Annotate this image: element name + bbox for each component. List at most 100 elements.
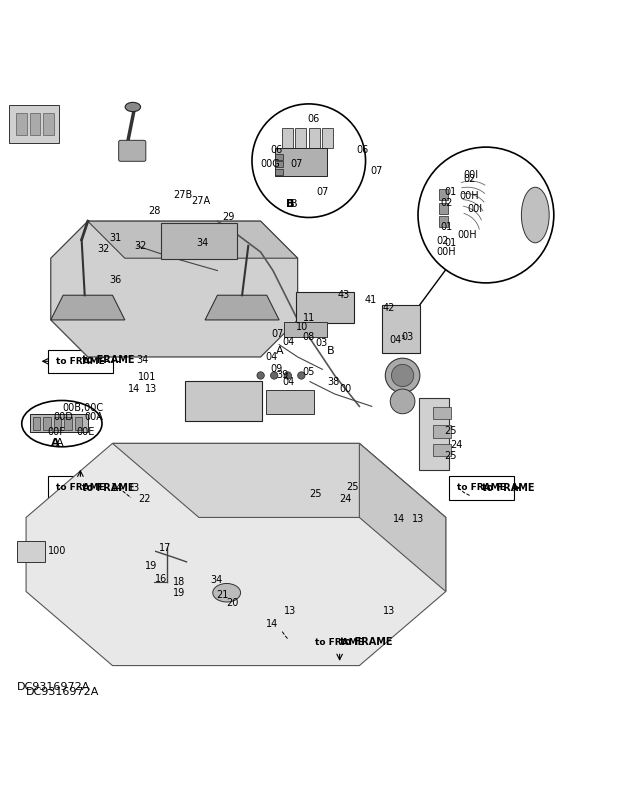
Text: 02: 02 [441, 198, 453, 208]
Polygon shape [360, 444, 446, 592]
Polygon shape [26, 444, 446, 666]
Polygon shape [112, 444, 446, 518]
Text: 02: 02 [436, 236, 449, 246]
Text: 13: 13 [412, 514, 424, 524]
Text: A: A [51, 438, 60, 448]
Text: to FRAME: to FRAME [82, 483, 134, 492]
Text: 03: 03 [401, 333, 414, 342]
Text: 24: 24 [451, 440, 463, 450]
Text: to FRAME: to FRAME [340, 637, 392, 647]
Text: 14: 14 [111, 483, 123, 492]
Polygon shape [51, 221, 298, 357]
FancyBboxPatch shape [439, 216, 448, 228]
FancyBboxPatch shape [48, 476, 113, 500]
FancyBboxPatch shape [433, 407, 451, 419]
Text: 31: 31 [109, 232, 122, 243]
Ellipse shape [22, 400, 102, 447]
Text: 06: 06 [307, 114, 319, 125]
Text: 00I: 00I [463, 170, 478, 180]
Text: 34: 34 [196, 238, 208, 247]
Text: 41: 41 [365, 295, 376, 305]
Text: 00H: 00H [457, 230, 477, 240]
FancyBboxPatch shape [439, 189, 448, 200]
Ellipse shape [213, 583, 241, 602]
FancyBboxPatch shape [64, 418, 72, 429]
FancyBboxPatch shape [275, 147, 327, 177]
Text: B: B [290, 199, 298, 209]
Text: 06: 06 [356, 145, 368, 155]
Text: 25: 25 [309, 489, 321, 499]
FancyBboxPatch shape [322, 128, 334, 147]
FancyBboxPatch shape [161, 223, 237, 259]
Polygon shape [88, 221, 298, 258]
Text: 00: 00 [340, 384, 352, 394]
FancyBboxPatch shape [30, 113, 40, 136]
FancyBboxPatch shape [48, 350, 113, 373]
Text: 42: 42 [383, 303, 395, 313]
Text: 100: 100 [48, 546, 66, 556]
FancyBboxPatch shape [449, 476, 514, 500]
Circle shape [252, 104, 366, 217]
Text: 11: 11 [303, 313, 315, 323]
Circle shape [418, 147, 554, 283]
FancyBboxPatch shape [16, 113, 27, 136]
Text: 00H: 00H [436, 247, 456, 257]
FancyBboxPatch shape [118, 140, 146, 162]
Text: 43: 43 [338, 290, 350, 300]
FancyBboxPatch shape [33, 418, 40, 429]
FancyBboxPatch shape [275, 162, 283, 168]
Circle shape [391, 364, 414, 387]
FancyBboxPatch shape [54, 418, 61, 429]
Text: 25: 25 [445, 451, 457, 461]
Text: 19: 19 [173, 588, 185, 598]
Text: 16: 16 [154, 574, 167, 584]
FancyBboxPatch shape [433, 444, 451, 456]
Text: to FRAME: to FRAME [56, 357, 105, 366]
Text: 13: 13 [144, 384, 157, 394]
Text: 00D: 00D [54, 412, 74, 422]
Text: 00G: 00G [260, 159, 280, 169]
FancyBboxPatch shape [185, 381, 262, 421]
Text: 14: 14 [265, 619, 278, 629]
Text: B: B [327, 346, 335, 356]
Ellipse shape [125, 102, 141, 112]
Text: 29: 29 [223, 213, 235, 222]
Text: 04: 04 [282, 377, 294, 387]
Text: 27B: 27B [173, 190, 192, 200]
FancyBboxPatch shape [308, 631, 372, 655]
FancyBboxPatch shape [265, 390, 314, 414]
Text: 21: 21 [216, 589, 229, 600]
Text: 39: 39 [276, 370, 288, 381]
Text: 01: 01 [445, 187, 457, 196]
Text: 09: 09 [270, 364, 282, 374]
Polygon shape [205, 296, 279, 320]
FancyBboxPatch shape [309, 128, 320, 147]
Text: 34: 34 [136, 355, 148, 365]
Text: 13: 13 [383, 606, 395, 616]
Text: 04: 04 [282, 336, 294, 347]
FancyBboxPatch shape [43, 418, 51, 429]
Text: 38: 38 [327, 377, 340, 387]
FancyBboxPatch shape [419, 398, 449, 470]
Text: 02: 02 [463, 174, 476, 184]
Text: to FRAME: to FRAME [457, 483, 506, 492]
Text: 17: 17 [159, 543, 171, 553]
Text: 25: 25 [445, 426, 457, 436]
Text: A: A [56, 438, 63, 448]
Text: B: B [286, 199, 294, 209]
Text: 01: 01 [441, 222, 453, 232]
FancyBboxPatch shape [30, 414, 88, 433]
Text: to FRAME: to FRAME [82, 355, 134, 365]
FancyBboxPatch shape [439, 203, 448, 214]
Circle shape [270, 372, 278, 379]
Text: B: B [286, 199, 294, 209]
FancyBboxPatch shape [275, 169, 283, 175]
Text: 06: 06 [270, 145, 282, 155]
Circle shape [385, 359, 420, 392]
Text: 101: 101 [138, 372, 157, 381]
Text: 07: 07 [290, 159, 303, 169]
Text: 04³: 04³ [389, 335, 405, 344]
Ellipse shape [521, 188, 549, 243]
Text: DC9316972A: DC9316972A [26, 686, 99, 697]
FancyBboxPatch shape [281, 128, 293, 147]
